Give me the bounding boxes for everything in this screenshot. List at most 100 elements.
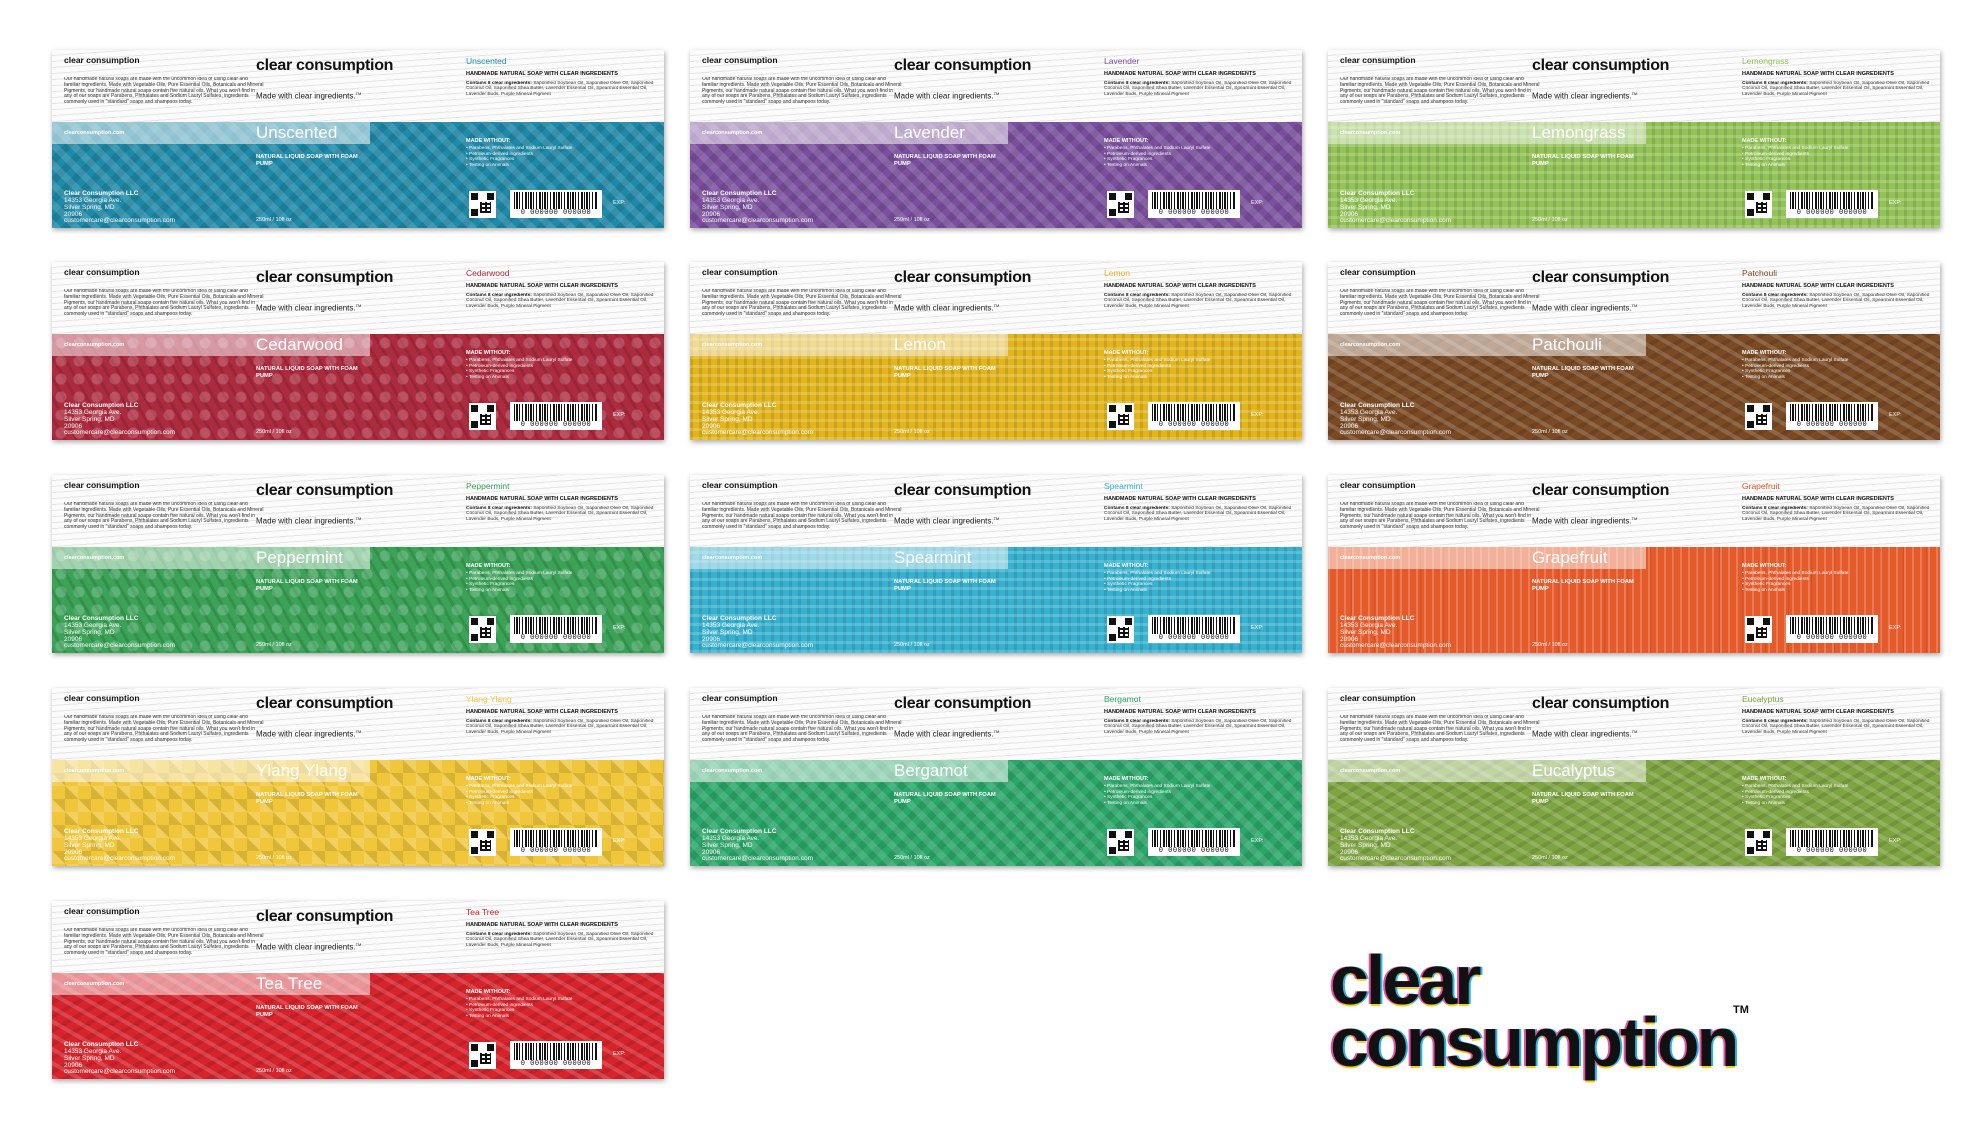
ingredients-lead: Contains 8 clear ingredients: <box>1742 293 1808 298</box>
tagline: Made with clear ingredients.TM <box>894 516 999 526</box>
expiry-label: EXP: <box>1889 412 1902 418</box>
customer-email: customercare@clearconsumption.com <box>702 217 814 224</box>
customer-email: customercare@clearconsumption.com <box>702 855 814 862</box>
company-name: Clear Consumption LLC <box>64 190 139 197</box>
expiry-label: EXP: <box>1251 412 1264 418</box>
made-without-item: • Testing on Animals <box>1104 800 1147 806</box>
made-without-item: • Synthetic Fragrances <box>1104 157 1153 163</box>
company-address: 14353 Georgia Ave. Silver Spring, MD 209… <box>64 1048 121 1069</box>
scent-name-top: Unscented <box>466 56 507 66</box>
small-logo: clear consumption <box>64 906 140 916</box>
ingredients-list: Saponified Soybean Oil, Saponified Olive… <box>466 293 654 309</box>
made-without-item: • Testing on Animals <box>466 1013 509 1019</box>
product-type: NATURAL LIQUID SOAP WITH FOAM PUMP <box>256 792 358 805</box>
address-line: 20906 <box>64 849 83 856</box>
soap-label: clear consumption Our handmade natural s… <box>690 50 1302 228</box>
scent-name-bar <box>690 760 1008 782</box>
tagline-trademark: TM <box>1631 729 1638 734</box>
tagline-text: Made with clear ingredients. <box>1532 729 1632 739</box>
scent-name: Tea Tree <box>256 974 323 993</box>
address-line: 20906 <box>64 1062 83 1069</box>
address-line: 14353 Georgia Ave. <box>64 409 122 416</box>
brand-name: clear consumption <box>894 269 1032 286</box>
address-line: 20906 <box>64 423 83 430</box>
soap-label: clear consumption Our handmade natural s… <box>1328 688 1940 866</box>
made-without-item: • Synthetic Fragrances <box>466 157 515 163</box>
website-url: clearconsumption.com <box>64 342 125 348</box>
made-without-item: • Petroleum-derived ingredients <box>466 151 534 157</box>
company-address: 14353 Georgia Ave. Silver Spring, MD 209… <box>64 622 121 643</box>
scent-name-bar <box>52 760 370 782</box>
address-line: 20906 <box>1340 849 1359 856</box>
ingredients-text: Contains 8 clear ingredients: Saponified… <box>1104 506 1294 536</box>
made-without-list: • Parabens, Phthalates and Sodium Lauryl… <box>1742 571 1848 593</box>
ingredients-lead: Contains 8 clear ingredients: <box>466 506 532 511</box>
made-without-item: • Petroleum-derived ingredients <box>466 789 534 795</box>
made-without-list: • Parabens, Phthalates and Sodium Lauryl… <box>466 784 572 806</box>
address-line: 14353 Georgia Ave. <box>702 622 760 629</box>
wave-lines-background <box>52 901 664 987</box>
ingredients-lead: Contains 8 clear ingredients: <box>1742 719 1808 724</box>
barcode-number: 0 000000 000000 <box>1158 634 1230 642</box>
intro-text: Our handmade natural soaps are made with… <box>702 715 902 744</box>
barcode-icon <box>1152 617 1236 634</box>
made-without-item: • Petroleum-derived ingredients <box>466 576 534 582</box>
made-without-item: • Parabens, Phthalates and Sodium Lauryl… <box>466 571 573 576</box>
tagline-trademark: TM <box>355 516 362 521</box>
ingredients-text: Contains 8 clear ingredients: Saponified… <box>466 293 656 323</box>
address-line: Silver Spring, MD <box>702 842 753 849</box>
scent-name: Grapefruit <box>1532 548 1608 567</box>
made-without-item: • Parabens, Phthalates and Sodium Lauryl… <box>1104 146 1211 151</box>
brand-name: clear consumption <box>1532 269 1670 286</box>
wave-lines-background <box>690 50 1302 136</box>
tagline: Made with clear ingredients.TM <box>1532 516 1637 526</box>
barcode: 0 000000 000000 <box>1148 402 1240 430</box>
barcode-number: 0 000000 000000 <box>1158 209 1230 217</box>
scent-name: Lemon <box>894 335 946 354</box>
scent-name-bar <box>690 122 1008 144</box>
customer-email: customercare@clearconsumption.com <box>64 1068 176 1075</box>
made-without-title: MADE WITHOUT: <box>1104 350 1149 356</box>
tagline-trademark: TM <box>993 303 1000 308</box>
scent-name-bar <box>690 547 1008 569</box>
barcode-number: 0 000000 000000 <box>1796 847 1868 855</box>
qr-code-icon <box>1107 191 1134 218</box>
website-url: clearconsumption.com <box>1340 342 1401 348</box>
volume-size: 250ml / 10fl oz <box>1532 642 1568 648</box>
product-type: NATURAL LIQUID SOAP WITH FOAM PUMP <box>1532 366 1634 379</box>
ingredients-list: Saponified Soybean Oil, Saponified Olive… <box>1104 81 1292 97</box>
intro-text: Our handmade natural soaps are made with… <box>1340 289 1540 318</box>
barcode-icon <box>1152 830 1236 847</box>
expiry-label: EXP: <box>613 838 626 844</box>
wave-lines-background <box>690 262 1302 348</box>
tagline-trademark: TM <box>993 91 1000 96</box>
small-logo: clear consumption <box>64 55 140 65</box>
tagline: Made with clear ingredients.TM <box>1532 91 1637 101</box>
soap-label: clear consumption Our handmade natural s… <box>690 688 1302 866</box>
made-without-item: • Synthetic Fragrances <box>1104 582 1153 588</box>
soap-label: clear consumption Our handmade natural s… <box>52 901 664 1079</box>
expiry-label: EXP: <box>613 1051 626 1057</box>
volume-size: 250ml / 10fl oz <box>1532 429 1568 435</box>
brand-logo-line-2: consumption <box>1330 1003 1739 1081</box>
barcode: 0 000000 000000 <box>510 190 602 218</box>
address-line: 20906 <box>64 211 83 218</box>
website-url: clearconsumption.com <box>64 555 125 561</box>
ingredients-list: Saponified Soybean Oil, Saponified Olive… <box>1104 506 1292 522</box>
brand-name: clear consumption <box>894 695 1032 712</box>
scent-name: Cedarwood <box>256 335 343 354</box>
qr-code-icon <box>469 403 496 430</box>
made-without-list: • Parabens, Phthalates and Sodium Lauryl… <box>1742 358 1848 380</box>
tagline-trademark: TM <box>355 729 362 734</box>
ingredients-title: HANDMADE NATURAL SOAP WITH CLEAR INGREDI… <box>466 283 618 289</box>
ingredients-text: Contains 8 clear ingredients: Saponified… <box>1104 81 1294 111</box>
barcode-icon <box>514 617 598 634</box>
barcode-icon <box>1790 192 1874 209</box>
small-logo: clear consumption <box>64 480 140 490</box>
intro-text: Our handmade natural soaps are made with… <box>64 928 264 957</box>
website-url: clearconsumption.com <box>702 342 763 348</box>
barcode-number: 0 000000 000000 <box>520 421 592 429</box>
ingredients-list: Saponified Soybean Oil, Saponified Olive… <box>1742 293 1930 309</box>
scent-name-top: Tea Tree <box>466 907 500 917</box>
scent-name-bar <box>52 334 370 356</box>
